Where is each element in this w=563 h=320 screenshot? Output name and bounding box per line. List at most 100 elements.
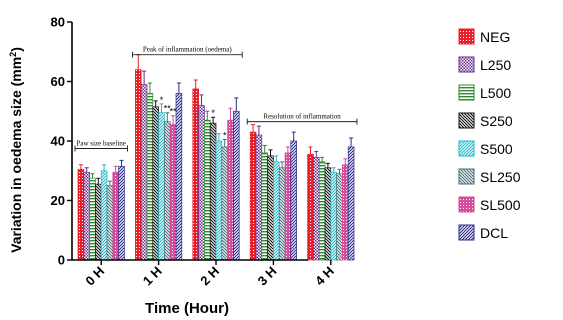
legend-swatch [458,168,475,185]
error-bar-l500-0h [90,173,95,179]
bar-s500-4h [330,171,337,261]
legend-item-l500: L500 [458,84,511,101]
error-bar-sl500-2h [228,107,233,121]
legend-swatch [458,56,475,73]
annotation-label: Peak of inflammation (oedema) [143,46,232,54]
significance-marker: ** [170,107,178,117]
bar-s250-1h [152,106,159,261]
legend-swatch [458,28,475,45]
bar-sl250-1h [164,121,171,261]
x-tick-label: 4 H [312,264,337,289]
legend-label: NEG [480,29,510,45]
y-tick-label: 40 [51,134,65,149]
error-bar-sl250-3h [280,161,285,168]
legend-swatch [458,140,475,157]
legend: NEG L250 L500 S250 S500 SL250 SL500 DCL [458,28,521,241]
error-bar-s500-4h [331,167,336,173]
error-bar-l500-3h [262,144,267,153]
bar-sl250-4h [336,173,343,261]
bar-sl500-3h [284,152,292,261]
legend-item-s500: S500 [458,140,513,157]
error-bar-neg-3h [251,124,256,133]
error-bar-s500-2h [216,133,221,141]
bar-sl500-4h [342,164,349,261]
bar-sl500-2h [227,119,234,261]
bar-s500-2h [215,140,223,261]
legend-swatch [458,112,475,129]
annotation-label: Resolution of inflammation [263,113,341,121]
annotation-bracket: Resolution of inflammation [246,113,358,125]
y-tick-label: 80 [51,15,65,30]
legend-swatch [458,196,475,213]
error-bar-l250-3h [256,125,261,136]
bar-sl250-2h [221,146,228,261]
bar-dcl-1h [175,93,183,261]
error-bar-dcl-3h [291,131,296,141]
bar-neg-2h [192,88,199,261]
bar-neg-4h [307,154,314,261]
legend-label: DCL [480,225,508,241]
legend-item-sl250: SL250 [458,168,521,185]
legend-label: S500 [480,141,513,157]
legend-label: S250 [480,113,513,129]
error-bar-s500-3h [274,155,279,162]
significance-marker: * [160,95,164,105]
bar-l250-0h [83,171,90,261]
error-bar-sl500-1h [171,115,176,125]
legend-label: L250 [480,57,511,73]
legend-item-s250: S250 [458,112,513,129]
bar-neg-3h [249,131,257,261]
error-bar-sl500-3h [285,146,290,153]
bar-s250-0h [95,183,102,261]
legend-item-l250: L250 [458,56,511,73]
error-bar-s250-3h [268,149,273,156]
x-tick-label: 0 H [82,264,107,289]
y-axis-label-superscript: 2 [8,52,18,57]
bar-l250-3h [255,134,263,261]
bar-sl250-0h [106,185,114,261]
bar-l250-4h [313,157,320,261]
error-bar-s250-2h [211,116,216,124]
error-bar-dcl-4h [349,137,354,147]
error-bar-s250-4h [325,162,330,168]
error-bar-l500-1h [147,82,152,94]
annotation-label: Paw size baseline [77,139,126,147]
error-bar-sl250-4h [337,168,342,174]
error-bar-sl250-2h [222,139,227,147]
legend-swatch [458,224,475,241]
error-bar-sl500-4h [343,158,348,165]
bar-sl500-0h [112,171,119,261]
bar-sl250-3h [278,167,286,261]
significance-marker: * [211,108,215,118]
bar-neg-1h [135,69,142,261]
bar-s250-3h [267,155,274,261]
error-bar-s250-1h [153,100,158,107]
error-bar-neg-0h [78,164,83,170]
annotation-bracket: Peak of inflammation (oedema) [132,46,243,58]
significance-marker: ** [164,104,172,114]
legend-item-sl500: SL500 [458,196,521,213]
error-bar-sl500-0h [113,165,118,173]
y-tick-label: 0 [58,253,65,268]
x-tick-label: 1 H [140,264,165,289]
error-bar-l250-1h [142,70,147,85]
bar-l500-1h [146,93,154,261]
legend-swatch [458,84,475,101]
bar-l500-4h [318,161,326,261]
y-tick-label: 20 [51,193,65,208]
error-bar-dcl-2h [234,97,239,112]
annotation-bracket: Paw size baseline [74,139,128,152]
bars: ***** ** [77,54,355,261]
annotations: Paw size baseline Peak of inflammation (o… [74,46,358,152]
y-axis-label-close: ) [8,47,24,52]
bar-l500-3h [261,152,268,261]
error-bar-sl250-0h [107,180,112,186]
y-tick-label: 60 [51,74,65,89]
significance-marker: * [223,131,227,141]
bar-l250-2h [198,104,205,261]
error-bar-l500-2h [205,110,210,121]
legend-label: L500 [480,85,511,101]
legend-label: SL250 [480,169,521,185]
bar-dcl-4h [347,146,355,261]
